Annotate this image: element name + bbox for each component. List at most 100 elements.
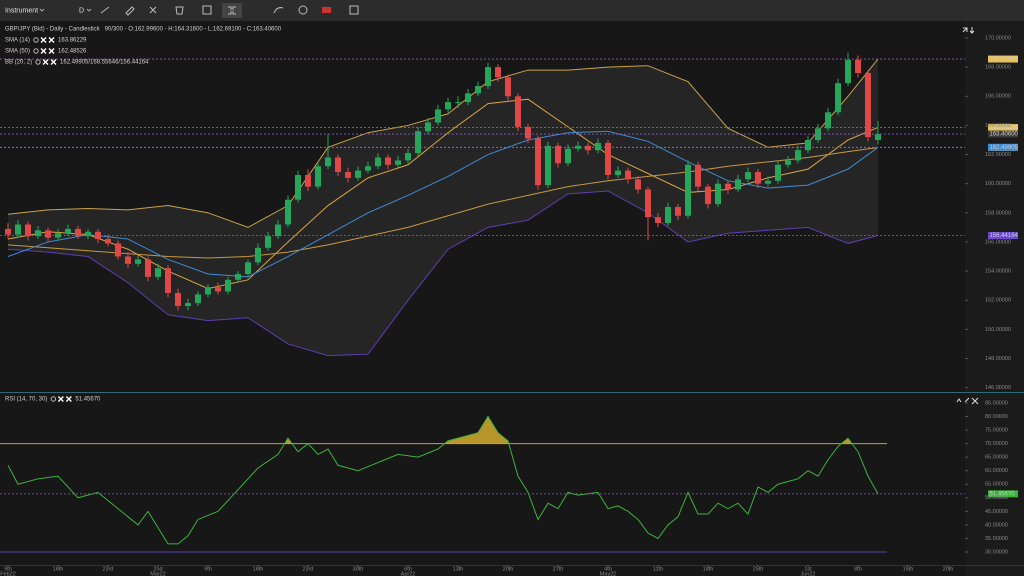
candle-body	[365, 166, 371, 171]
legend-remove[interactable]	[57, 396, 72, 402]
candle-body	[695, 164, 701, 187]
marker-label: 162.49905	[990, 145, 1019, 151]
y-tick-label: 80.00000	[985, 414, 1008, 420]
price-axis-panel	[965, 21, 1024, 576]
x-tick-label: 1st	[804, 566, 812, 572]
legend-name: SMA (50)	[5, 49, 30, 55]
y-tick-label: 55.00000	[985, 482, 1008, 488]
fib-tool[interactable]	[149, 6, 157, 14]
candle-body	[835, 83, 841, 113]
x-tick-label: 23rd	[302, 566, 313, 572]
candle-body	[415, 131, 421, 154]
x-tick-label: 16th	[53, 566, 64, 572]
candle-body	[615, 170, 621, 175]
marker-box	[988, 55, 1018, 63]
window-tool[interactable]	[349, 5, 359, 15]
candle-body	[565, 148, 571, 164]
x-tick-month: Mar22	[150, 571, 166, 576]
legend-eye[interactable]	[33, 37, 39, 43]
legend-eye[interactable]	[35, 59, 41, 65]
legend-eye[interactable]	[50, 396, 57, 402]
share-tool[interactable]	[273, 7, 284, 14]
y-tick-label: 45.00000	[985, 509, 1008, 515]
candle-body	[185, 303, 191, 307]
candle-body	[45, 230, 51, 238]
x-tick-label: 4th	[604, 566, 612, 572]
indicator-tool-active[interactable]	[222, 3, 242, 18]
x-tick-label: 20th	[503, 566, 514, 572]
marker-box	[988, 232, 1018, 240]
candle-body	[325, 157, 331, 167]
x-tick-label: 15th	[903, 566, 914, 572]
candle-body	[395, 160, 401, 165]
rsi-panel-controls[interactable]	[956, 397, 979, 405]
y-tick-label: 158.00000	[985, 210, 1011, 216]
y-tick-label: 168.00000	[985, 65, 1011, 71]
indicator-icon	[228, 6, 236, 15]
x-tick-month: Jun22	[801, 571, 816, 576]
marker-label: 51.45670	[990, 491, 1016, 497]
settings-tool[interactable]	[298, 5, 308, 15]
candle-body	[775, 164, 781, 181]
legend-remove[interactable]	[40, 37, 55, 43]
candle-body	[295, 174, 301, 200]
delete-tool[interactable]	[175, 6, 184, 15]
period-menu[interactable]: D	[79, 7, 84, 14]
candle-body	[625, 170, 631, 180]
chart-subtitle: 90/300 - O:162.99600 - H:164.31600 - L:1…	[105, 27, 282, 33]
candle-body	[475, 86, 481, 94]
candle-body	[685, 164, 691, 216]
x-tick-month: May22	[600, 571, 617, 576]
y-tick-label: 75.00000	[985, 427, 1008, 433]
y-tick-label: 70.00000	[985, 441, 1008, 447]
language-flag[interactable]	[322, 7, 331, 13]
candle-body	[715, 183, 721, 205]
draw-tool[interactable]	[125, 6, 135, 16]
candle-body	[375, 157, 381, 167]
y-tick-label: 50.00000	[985, 495, 1008, 501]
indicator-line	[7, 146, 879, 259]
x-tick-label: 23rd	[102, 566, 113, 572]
x-tick-label: 25th	[753, 566, 764, 572]
candle-body	[175, 292, 181, 307]
instrument-menu[interactable]: Instrument	[5, 7, 38, 14]
candle-body	[435, 109, 441, 123]
candle-body	[845, 59, 851, 84]
candle-body	[745, 172, 751, 180]
panel-controls[interactable]	[962, 27, 975, 34]
y-tick-label: 156.00000	[985, 239, 1011, 245]
x-tick-label: 30th	[353, 566, 364, 572]
x-tick-label: 2nd	[153, 566, 162, 572]
y-tick-label: 35.00000	[985, 536, 1008, 542]
y-tick-label: 154.00000	[985, 269, 1011, 275]
y-tick-label: 164.00000	[985, 123, 1011, 129]
candle-body	[865, 72, 871, 138]
legend-eye[interactable]	[33, 48, 39, 54]
legend-value: 162.49905/168.55646/156.44164	[60, 60, 149, 66]
x-tick-month: Feb22	[0, 571, 16, 576]
candle-body	[165, 268, 171, 293]
bb-upper	[7, 58, 879, 228]
candle-body	[35, 230, 41, 237]
legend-remove[interactable]	[42, 59, 57, 65]
candle-body	[535, 138, 541, 186]
toolbar-icons	[100, 3, 359, 18]
candle-body	[855, 59, 861, 73]
x-tick-label: 8th	[854, 566, 862, 572]
legend-remove[interactable]	[40, 48, 55, 54]
x-tick-label: 27th	[553, 566, 564, 572]
toolbar	[0, 0, 1024, 21]
layout-tool[interactable]	[202, 5, 212, 15]
candle-body	[725, 183, 731, 190]
line-tool[interactable]	[100, 6, 110, 14]
candle-body	[515, 96, 521, 127]
candle-body	[405, 153, 411, 161]
y-tick-label: 150.00000	[985, 327, 1011, 333]
x-tick-label: 13th	[453, 566, 464, 572]
candle-body	[205, 287, 211, 295]
legend-value: 162.48526	[58, 49, 87, 55]
x-tick-label: 6th	[404, 566, 412, 572]
candle-body	[545, 145, 551, 186]
candle-body	[195, 294, 201, 304]
candle-body	[255, 247, 261, 263]
